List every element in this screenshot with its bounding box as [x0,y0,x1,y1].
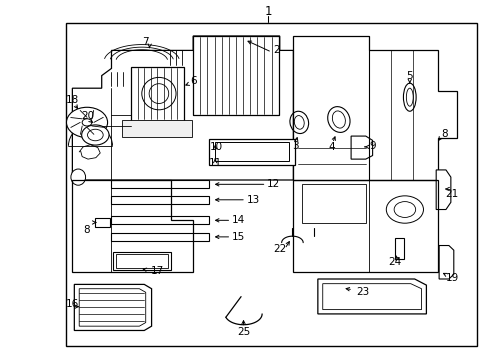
Polygon shape [122,120,191,137]
Text: 15: 15 [231,232,245,242]
Polygon shape [438,246,453,279]
Text: 5: 5 [406,71,412,81]
Polygon shape [317,279,426,314]
Text: 25: 25 [236,327,250,337]
Circle shape [82,119,92,126]
Bar [193,36,278,115]
Text: 3: 3 [292,141,299,151]
Bar [111,180,209,188]
Bar [131,67,183,121]
Ellipse shape [403,83,415,111]
Text: 8: 8 [441,129,447,139]
Text: 18: 18 [65,95,79,105]
Text: 21: 21 [445,189,458,199]
Bar [209,139,294,165]
Text: 10: 10 [209,142,222,152]
Text: 17: 17 [150,266,164,276]
Text: 7: 7 [142,37,149,48]
Ellipse shape [327,107,349,132]
Bar [215,142,288,161]
Text: 4: 4 [327,142,334,152]
Text: 12: 12 [266,179,280,189]
Text: 19: 19 [445,273,458,283]
Text: 2: 2 [272,45,279,55]
Bar [111,233,209,241]
Text: 22: 22 [272,244,286,254]
Text: 23: 23 [355,287,369,297]
Text: 16: 16 [65,299,79,309]
Polygon shape [350,136,372,159]
Bar [113,252,171,270]
Bar [111,216,209,224]
Text: 20: 20 [81,111,94,121]
Text: 1: 1 [264,5,271,18]
Polygon shape [74,284,151,330]
Bar [116,254,168,268]
Bar [111,196,209,204]
Text: 8: 8 [83,225,90,235]
Ellipse shape [289,111,308,134]
Text: 14: 14 [231,215,245,225]
Ellipse shape [71,169,85,185]
Text: 6: 6 [189,76,196,86]
Circle shape [66,107,107,138]
Text: 11: 11 [208,158,222,168]
Text: 9: 9 [368,141,375,151]
Text: 24: 24 [387,257,401,267]
Text: 13: 13 [246,195,260,205]
Polygon shape [435,170,450,210]
Ellipse shape [142,77,176,110]
Circle shape [81,125,109,145]
Bar [66,23,476,346]
